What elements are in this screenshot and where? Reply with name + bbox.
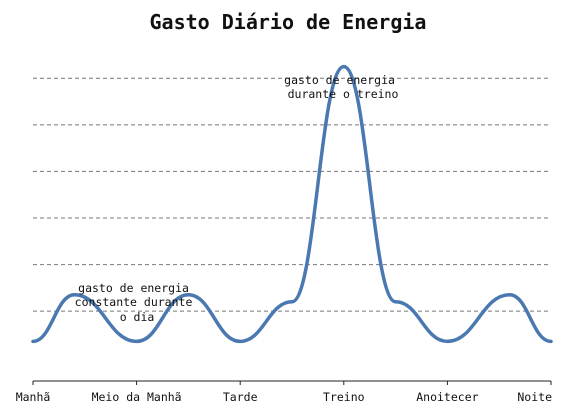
grid-lines [33,77,551,312]
x-tick-label-4: Anoitecer [416,390,478,404]
x-tick-label-1: Meio da Manhã [92,390,182,404]
x-axis-ticks: Manhã Meio da Manhã Tarde Treino Anoitecer No… [16,381,552,404]
annotation-constant: gasto de energia constante durante o dia [75,281,200,324]
x-tick-label-3: Treino [323,390,365,404]
annotation-training: gasto de energia durante o treino [284,73,402,101]
x-tick-label-2: Tarde [223,390,258,404]
x-tick-label-5: Noite [517,390,552,404]
x-tick-label-0: Manhã [16,390,51,404]
chart-title: Gasto Diário de Energia [150,10,427,34]
series-line-energy [31,64,553,344]
